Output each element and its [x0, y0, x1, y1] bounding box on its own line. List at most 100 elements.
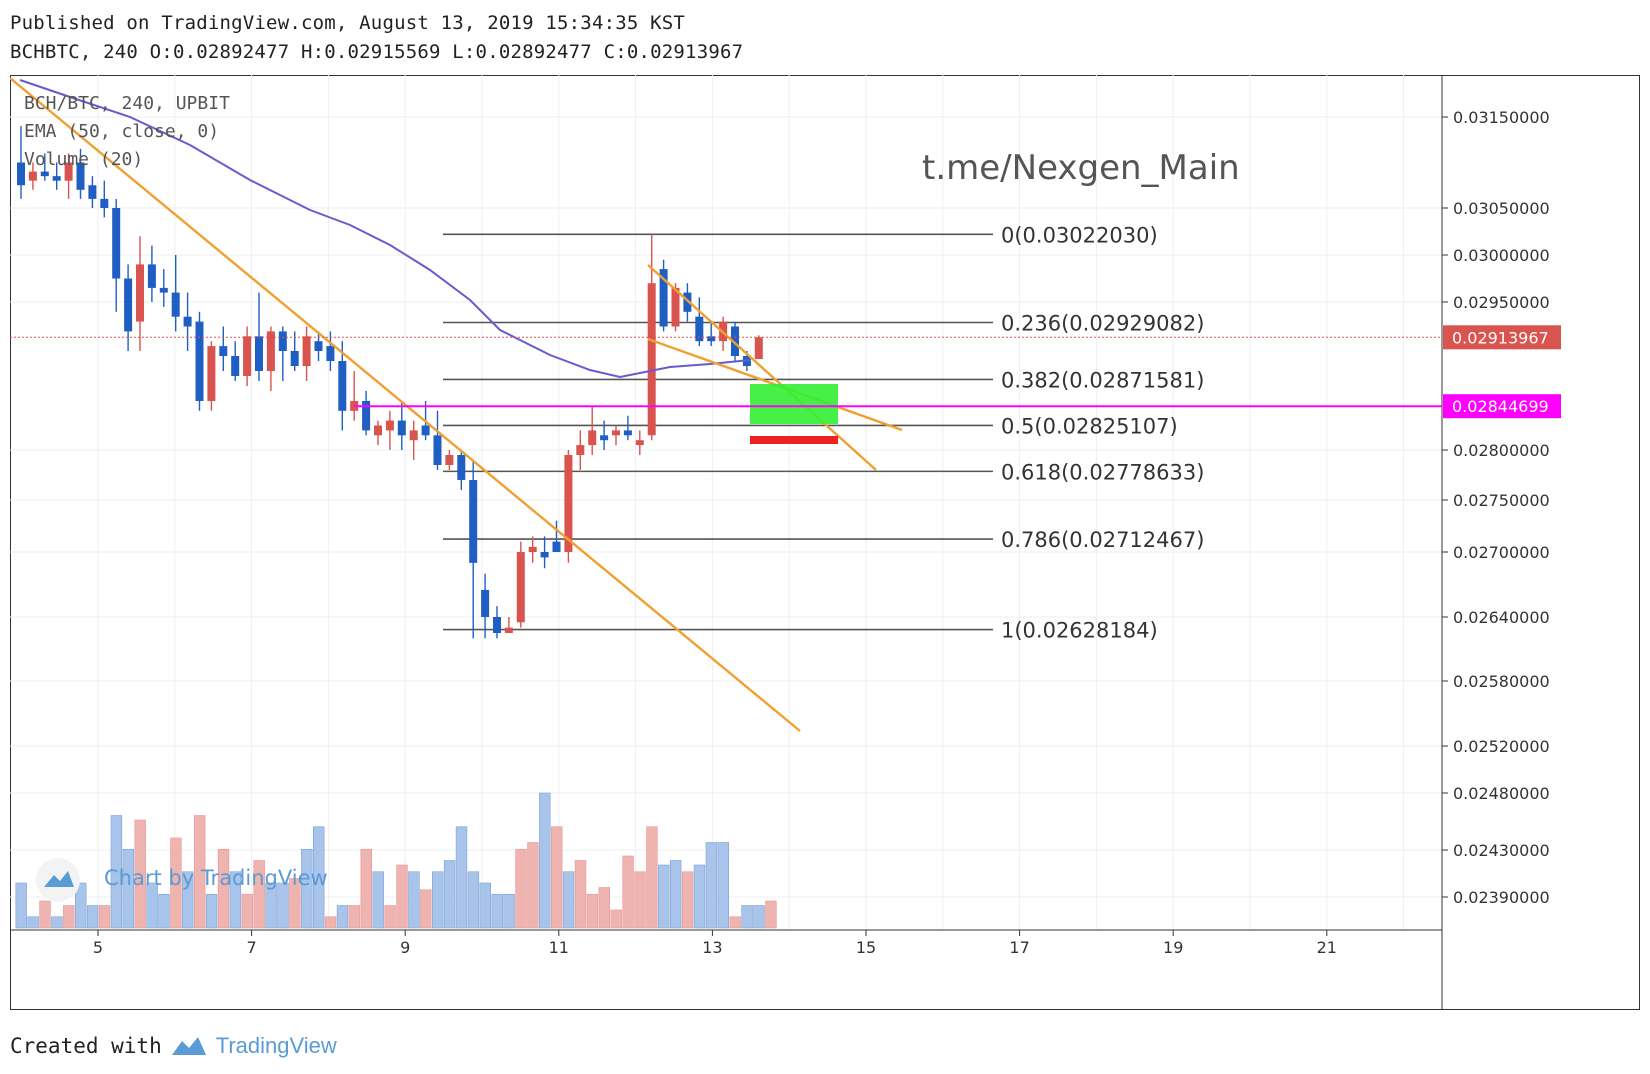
volume-bar: [681, 871, 694, 929]
volume-bar: [431, 871, 444, 929]
candle-body: [28, 171, 37, 181]
volume-bar: [396, 864, 408, 929]
fib-retracement: 0(0.03022030) 0.236(0.02929082) 0.382(0.02…: [443, 223, 1204, 643]
volume-bar: [443, 860, 456, 929]
candle-body: [314, 341, 323, 351]
fib-level-label: 1(0.02628184): [1001, 619, 1158, 643]
candle-body: [433, 435, 442, 465]
volume-bar: [586, 893, 599, 929]
candle-body: [326, 346, 335, 361]
candle-body: [754, 337, 763, 359]
last-price-label: 0.02913967: [1452, 328, 1549, 347]
chart-border: [10, 75, 1640, 1010]
price-tick-label: 0.02750000: [1453, 491, 1550, 510]
fib-level-label: 0(0.03022030): [1001, 223, 1158, 247]
price-tick-label: 0.02390000: [1453, 888, 1550, 907]
volume-bar: [146, 882, 158, 929]
volume-bar: [550, 826, 563, 929]
price-axis[interactable]: 0.03150000 0.03050000 0.03000000 0.02950000…: [10, 108, 1561, 907]
candle-body: [147, 264, 156, 288]
candle-body: [290, 351, 299, 366]
candle-body: [112, 208, 121, 279]
candle-body: [528, 546, 537, 552]
price-tick-label: 0.03050000: [1453, 199, 1550, 218]
candle-body: [659, 269, 668, 327]
price-tick-label: 0.02520000: [1453, 737, 1550, 756]
legend-ema: EMA (50, close, 0): [24, 121, 219, 142]
chart-by-tradingview: Chart by TradingView: [36, 858, 328, 902]
price-tick-label: 0.02700000: [1453, 543, 1550, 562]
candle-body: [255, 336, 263, 371]
candle-body: [409, 430, 418, 441]
volume-bar: [86, 905, 99, 929]
candle-body: [183, 316, 192, 327]
volume-bar: [98, 905, 111, 929]
candle-body: [231, 356, 240, 376]
candle-body: [52, 176, 61, 181]
volume-bar: [455, 826, 468, 929]
fib-level-label: 0.236(0.02929082): [1001, 311, 1204, 335]
volume-bar: [27, 916, 39, 929]
candle-body: [219, 346, 228, 356]
candle-body: [731, 326, 739, 356]
drawings: [10, 77, 903, 732]
volume-bar: [348, 905, 361, 929]
volume-bar: [717, 842, 730, 929]
candle-body: [374, 425, 382, 436]
price-tick-label: 0.03000000: [1453, 246, 1550, 265]
volume-bar: [122, 848, 135, 929]
volume-bar: [669, 860, 682, 929]
candle-body: [588, 430, 597, 446]
price-tick-label: 0.02480000: [1453, 784, 1550, 803]
candle-body: [623, 430, 632, 436]
candle-body: [695, 316, 704, 342]
price-tick-label: 0.02950000: [1453, 293, 1550, 312]
volume-bar: [467, 871, 480, 929]
volume-bar: [753, 905, 765, 929]
fib-level-label: 0.786(0.02712467): [1001, 528, 1204, 552]
volume-bar: [515, 848, 527, 929]
time-tick-label: 19: [1163, 938, 1183, 957]
volume-bar: [562, 871, 575, 929]
last-price-badge: [1443, 325, 1561, 350]
time-tick-label: 9: [400, 938, 410, 957]
price-tick-label: 0.02580000: [1453, 672, 1550, 691]
time-tick-label: 5: [93, 938, 103, 957]
candle-body: [504, 627, 513, 633]
volume-bar: [15, 882, 27, 929]
candle-body: [457, 455, 466, 480]
candle-body: [445, 455, 454, 465]
candle-body: [481, 589, 490, 617]
volume-bar: [324, 916, 337, 929]
volume-bar: [253, 860, 265, 929]
volume-bar: [194, 815, 206, 929]
volume-bar: [741, 905, 753, 929]
candle-body: [600, 435, 609, 441]
time-axis[interactable]: 5 7 9 11 13 15 17 19 21: [93, 930, 1337, 957]
candle-body: [195, 321, 204, 401]
candle-body: [64, 162, 73, 181]
time-tick-label: 17: [1009, 938, 1029, 957]
volume-bar: [610, 909, 622, 929]
candle-body: [278, 331, 287, 351]
watermark-text: t.me/Nexgen_Main: [922, 148, 1240, 188]
fib-level-label: 0.618(0.02778633): [1001, 460, 1204, 484]
candle-body: [171, 292, 180, 317]
candle-body: [564, 455, 573, 552]
candle-body: [397, 420, 406, 436]
volume-bar: [420, 889, 432, 929]
time-tick-label: 13: [702, 938, 722, 957]
candle-body: [516, 552, 525, 623]
candle-body: [207, 346, 216, 401]
candle-body: [124, 278, 133, 332]
price-chart[interactable]: 0(0.03022030) 0.236(0.02929082) 0.382(0.02…: [10, 75, 1640, 1010]
candle-body: [635, 440, 644, 446]
candle-body: [362, 401, 371, 431]
volume-bar: [241, 893, 253, 929]
fib-level-label: 0.5(0.02825107): [1001, 414, 1178, 438]
candle-body: [159, 287, 168, 293]
price-tick-label: 0.02430000: [1453, 841, 1550, 860]
tradingview-link[interactable]: TradingView: [215, 1033, 337, 1058]
volume-bar: [372, 871, 384, 929]
time-tick-label: 21: [1317, 938, 1337, 957]
